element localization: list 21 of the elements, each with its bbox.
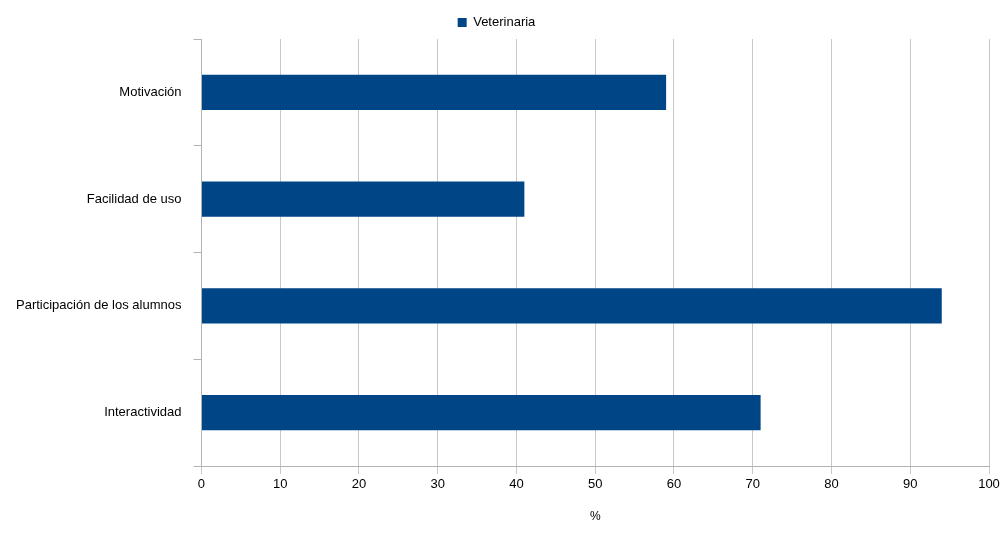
- x-tick-label: 30: [430, 476, 445, 492]
- x-tick-label: 10: [272, 476, 288, 492]
- x-axis-title: %: [589, 509, 601, 524]
- bar: [201, 181, 525, 217]
- x-tick-label: 20: [351, 476, 367, 492]
- bar: [201, 74, 667, 110]
- x-tick-label: 0: [197, 476, 206, 492]
- y-tick-label: Participación de los alumnos: [15, 297, 182, 313]
- y-tick-label: Facilidad de uso: [86, 190, 182, 206]
- legend-label: Veterinaria: [473, 14, 537, 30]
- x-tick-label: 40: [509, 476, 524, 492]
- bar: [201, 288, 942, 324]
- x-tick-label: 60: [666, 476, 682, 492]
- bar: [201, 395, 761, 431]
- x-tick-label: 90: [903, 476, 918, 492]
- y-tick-label: Interactividad: [104, 404, 182, 420]
- x-tick-label: 100: [978, 476, 1000, 492]
- x-tick-label: 50: [588, 476, 603, 492]
- y-tick-label: Motivación: [119, 83, 182, 99]
- x-tick-label: 80: [824, 476, 839, 492]
- x-tick-label: 70: [745, 476, 760, 492]
